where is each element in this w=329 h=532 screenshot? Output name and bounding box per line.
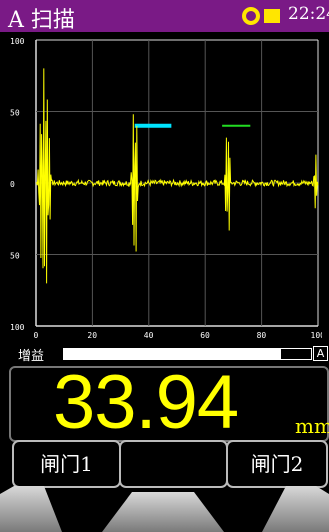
x-tick-label: 0 [34, 331, 39, 340]
hardkey-tab-center[interactable] [102, 492, 224, 532]
y-tick-label: 100 [10, 37, 25, 46]
gate1-button[interactable]: 闸门1 [12, 440, 121, 488]
y-tick-label: 100 [10, 323, 25, 332]
x-tick-label: 60 [200, 331, 210, 340]
gain-bar[interactable] [63, 348, 312, 360]
ring-indicator-icon [242, 7, 260, 25]
a-scan-trace [35, 68, 319, 284]
hardkey-tabs [0, 486, 329, 532]
x-tick-label: 80 [257, 331, 267, 340]
gate2-button[interactable]: 闸门2 [226, 440, 328, 488]
x-tick-label: 20 [87, 331, 97, 340]
gain-row: 增益 A [0, 344, 329, 364]
y-tick-label: 0 [10, 180, 15, 189]
x-tick-label: 100 [311, 331, 323, 340]
gain-label: 增益 [18, 349, 45, 364]
a-scan-plot: 100 50 0 50 100 0 20 40 60 80 100 [8, 36, 322, 342]
x-tick-label: 40 [144, 331, 154, 340]
readout-value: 33.94 [53, 360, 239, 445]
mode-title: A 扫描 [8, 8, 75, 33]
y-tick-label: 50 [10, 109, 20, 118]
readout-unit: mm [295, 414, 329, 438]
clock: 22:24 [288, 4, 329, 24]
plot-ticks: 100 50 0 50 100 0 20 40 60 80 100 [10, 37, 322, 340]
gain-mode-badge[interactable]: A [313, 346, 328, 361]
hardkey-tab-left[interactable] [0, 486, 62, 532]
battery-icon [264, 9, 280, 23]
hardkey-tab-right[interactable] [262, 486, 329, 532]
thickness-readout: 33.94 mm [9, 360, 329, 445]
title-bar: A 扫描 22:24 [0, 0, 329, 33]
y-tick-label: 50 [10, 252, 20, 261]
gain-bar-fill [64, 349, 282, 359]
plot-background [8, 36, 322, 342]
blank-softkey-button[interactable] [119, 440, 228, 488]
softkey-row: 闸门1 闸门2 [0, 440, 329, 488]
